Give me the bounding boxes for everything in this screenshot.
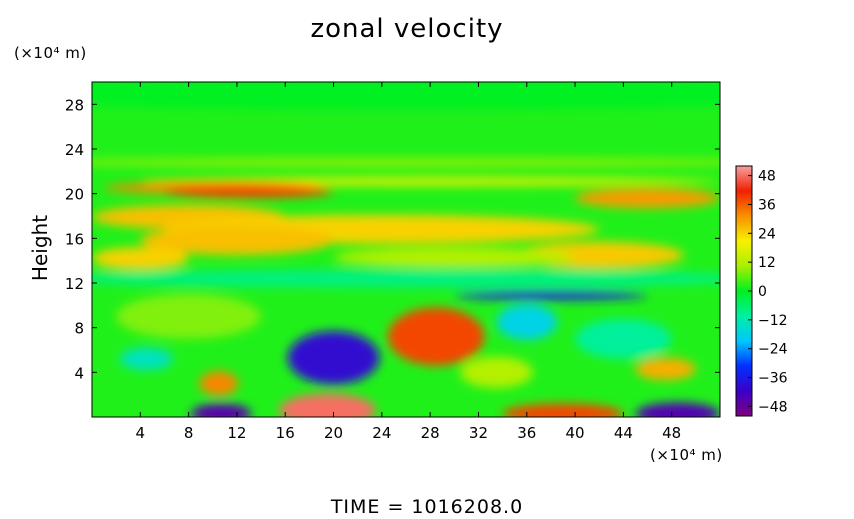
- colorbar-tick-label: 36: [758, 197, 776, 213]
- colorbar-tick-label: 48: [758, 169, 776, 185]
- plot-frame: [91, 81, 721, 418]
- heatmap-cell: [119, 347, 173, 371]
- colorbar-tick-label: −36: [758, 371, 788, 387]
- x-tick-label: 40: [566, 424, 585, 442]
- heatmap-cell: [635, 357, 696, 381]
- x-tick-label: 12: [227, 424, 246, 442]
- y-axis-unit: (×10⁴ m): [14, 44, 87, 62]
- heatmap-cell: [575, 188, 720, 209]
- colorbar-tick-label: 0: [758, 284, 767, 300]
- colorbar-tick-label: −48: [758, 399, 788, 415]
- heatmap-cell: [191, 403, 252, 417]
- heatmap-cell: [387, 307, 485, 366]
- time-footer: TIME = 1016208.0: [330, 496, 524, 518]
- heatmap-field: [92, 82, 720, 417]
- x-tick-label: 8: [184, 424, 194, 442]
- heatmap-cell: [140, 226, 334, 256]
- y-tick-label: 16: [65, 230, 84, 248]
- y-tick-label: 8: [74, 320, 84, 338]
- y-tick-label: 28: [65, 96, 84, 114]
- colorbar-tick-label: −24: [758, 342, 788, 358]
- heatmap-cell: [279, 393, 376, 417]
- heatmap-cell: [333, 247, 576, 268]
- heatmap-cell: [496, 304, 557, 340]
- heatmap-cell: [502, 403, 624, 417]
- colorbar-tick-label: 24: [758, 226, 776, 242]
- heatmap-cell: [92, 269, 720, 288]
- heatmap-cell: [454, 290, 648, 300]
- y-tick-label: 24: [65, 141, 84, 159]
- x-tick-label: 32: [469, 424, 488, 442]
- x-tick-label: 48: [662, 424, 681, 442]
- x-tick-label: 44: [614, 424, 633, 442]
- heatmap-cell: [92, 247, 189, 270]
- heatmap-cell: [199, 371, 239, 396]
- heatmap-cell: [575, 318, 672, 359]
- heatmap-cell: [116, 294, 262, 339]
- x-tick-label: 16: [276, 424, 295, 442]
- heatmap-cell: [92, 82, 720, 110]
- x-tick-label: 20: [324, 424, 343, 442]
- colorbar-tick-label: 12: [758, 255, 776, 271]
- chart-title: zonal velocity: [310, 14, 504, 44]
- y-tick-label: 12: [65, 275, 84, 293]
- x-tick-label: 4: [136, 424, 146, 442]
- heatmap-cell: [92, 158, 720, 167]
- y-tick-label: 4: [74, 364, 84, 382]
- y-tick-label: 20: [65, 186, 84, 204]
- x-tick-label: 28: [421, 424, 440, 442]
- heatmap-cell: [635, 402, 720, 417]
- x-tick-label: 24: [372, 424, 391, 442]
- heatmap-cell: [287, 331, 380, 385]
- x-axis-unit: (×10⁴ m): [650, 446, 723, 464]
- heatmap-cell: [164, 184, 334, 199]
- colorbar-tick-label: −12: [758, 313, 788, 329]
- heatmap-cell: [460, 356, 533, 388]
- x-tick-label: 36: [517, 424, 536, 442]
